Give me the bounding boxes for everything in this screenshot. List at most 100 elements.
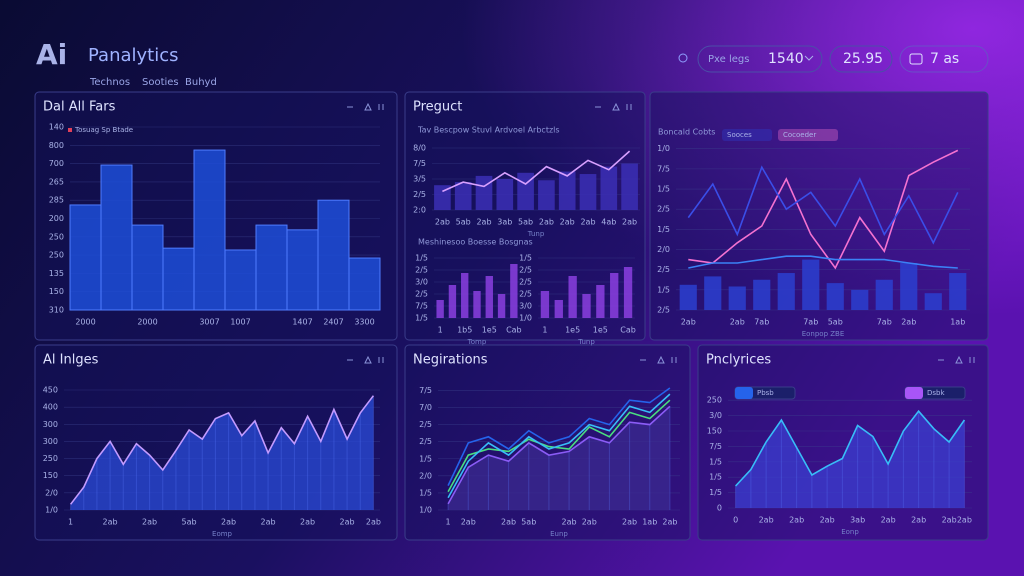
bar	[540, 291, 550, 318]
nav-item[interactable]: Buhyd	[185, 77, 217, 88]
bar	[900, 262, 918, 310]
nav-item[interactable]: Sooties	[142, 77, 179, 88]
x-tick-label: 2ab	[622, 518, 637, 527]
y-tick-label: 200	[49, 214, 64, 223]
area	[735, 411, 965, 508]
bar	[100, 164, 133, 311]
panel-icons	[938, 355, 975, 364]
y-tick-label: 135	[49, 269, 64, 278]
bar	[924, 293, 942, 310]
y-tick-label: 250	[49, 251, 64, 260]
bar	[538, 180, 555, 210]
y-tick-label: 2/5	[657, 306, 670, 315]
panel-title: Preguct	[413, 100, 462, 115]
y-tick-label: 1/5	[415, 314, 428, 323]
panel-title: Pnclyrices	[706, 353, 771, 368]
x-tick-label: 3300	[354, 318, 374, 327]
pill[interactable]	[899, 45, 989, 73]
pill-icon	[909, 53, 923, 65]
x-tick-label: 2ab	[562, 518, 577, 527]
filter-pill[interactable]	[697, 45, 823, 73]
line	[69, 395, 375, 505]
y-tick-label: 1/0	[45, 506, 58, 515]
y-tick-label: 310	[49, 306, 64, 315]
y-tick-label: 8/0	[413, 144, 426, 153]
y-tick-label: 400	[43, 403, 58, 412]
bar	[851, 289, 869, 310]
x-tick-label: 2ab	[911, 516, 926, 525]
x-tick-label: 2ab	[560, 218, 575, 227]
y-tick-label: 1/5	[657, 185, 670, 194]
legend-label: Tosuag Sp Btade	[74, 126, 133, 134]
bar	[224, 249, 257, 311]
line	[447, 387, 671, 486]
y-tick-label: 2:0	[413, 206, 426, 215]
y-tick-label: 3/0	[415, 278, 428, 287]
x-tick-label: 1e5	[565, 326, 580, 335]
x-tick-label: 2ab	[730, 318, 745, 327]
x-tick-label: 1b5	[457, 326, 472, 335]
x-tick-label: 2ab	[261, 518, 276, 527]
y-tick-label: 2/5	[413, 190, 426, 199]
line	[687, 165, 959, 245]
x-tick-label: 2ab	[366, 518, 381, 527]
bar	[777, 273, 795, 310]
toggle-swatch	[905, 387, 923, 399]
panel-title: Al Inlges	[43, 353, 99, 368]
nav-item[interactable]: Technos	[89, 77, 130, 88]
line	[447, 399, 671, 493]
bar	[434, 185, 451, 210]
search-icon[interactable]	[678, 53, 688, 63]
y-tick-label: 2/5	[519, 266, 532, 275]
y-tick-label: 1/5	[657, 285, 670, 294]
y-tick-label: 2/5	[415, 290, 428, 299]
x-tick-label: 2ab	[681, 318, 696, 327]
y-tick-label: 7/5	[415, 302, 428, 311]
y-tick-label: 0	[717, 504, 722, 513]
y-tick-label: 7/5	[657, 164, 670, 173]
x-tick-label: 1ab	[950, 318, 965, 327]
x-tick-label: 3ab	[497, 218, 512, 227]
y-tick-label: 1/0	[419, 506, 432, 515]
x-tick-label: 2ab	[662, 518, 677, 527]
y-tick-label: 3/5	[413, 175, 426, 184]
x-tick-label: 2ab	[539, 218, 554, 227]
x-tick-label: 2ab	[622, 218, 637, 227]
y-tick-label: 1/0	[519, 314, 532, 323]
legend-label: Sooces	[727, 131, 752, 139]
x-tick-label: 2ab	[580, 218, 595, 227]
x-tick-label: 2ab	[881, 516, 896, 525]
y-tick-label: 2/0	[45, 488, 58, 497]
bar	[802, 259, 820, 310]
brand: Panalytics	[88, 45, 179, 66]
x-tick-label: 2ab	[221, 518, 236, 527]
y-tick-label: 3/0	[709, 411, 722, 420]
y-tick-label: 250	[49, 232, 64, 241]
y-tick-label: 800	[49, 141, 64, 150]
bar	[582, 294, 591, 318]
x-tick-label: Cab	[620, 326, 636, 335]
x-tick-label: 5ab	[521, 518, 536, 527]
x-tick-label: 1407	[292, 318, 312, 327]
y-tick-label: 150	[49, 287, 64, 296]
x-axis-label: Tomp	[467, 338, 487, 346]
x-tick-label: 1e5	[482, 326, 497, 335]
x-tick-label: 7ab	[754, 318, 769, 327]
bar	[317, 199, 350, 311]
y-tick-label: 2/5	[415, 266, 428, 275]
y-tick-label: 2/5	[419, 420, 432, 429]
panel-icons	[347, 355, 384, 364]
bar	[679, 284, 697, 310]
x-tick-label: 5ab	[518, 218, 533, 227]
y-tick-label: 285	[49, 196, 64, 205]
pill[interactable]	[829, 45, 893, 73]
y-tick-label: 1/5	[657, 225, 670, 234]
line	[447, 393, 671, 499]
bar	[461, 273, 469, 318]
line	[735, 409, 966, 487]
legend-label: Cocoeder	[783, 131, 816, 139]
y-tick-label: 250	[43, 454, 58, 463]
bar	[162, 247, 195, 311]
y-tick-label: 2/5	[657, 205, 670, 214]
legend-marker	[68, 128, 72, 132]
